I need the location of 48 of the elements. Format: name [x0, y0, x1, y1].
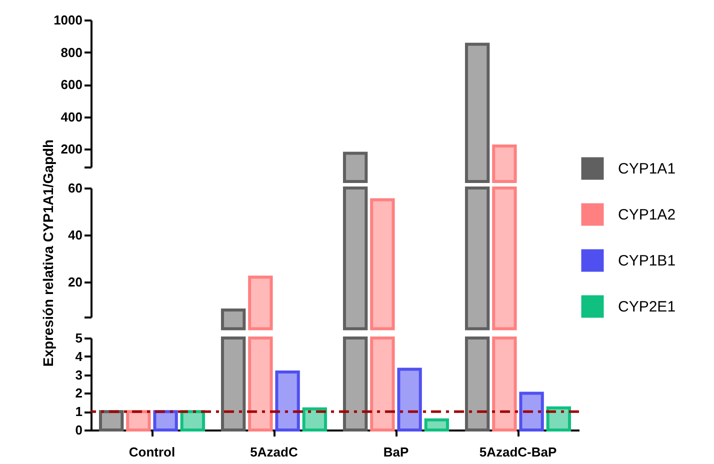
- y-tick-label: 400: [60, 109, 82, 124]
- legend-label: CYP1A2: [618, 206, 676, 224]
- bar: [424, 418, 450, 432]
- legend-label: CYP1A1: [618, 160, 676, 178]
- bar: [464, 186, 490, 330]
- y-axis-title: Expresión relativa CYP1A1/Gapdh: [40, 139, 56, 367]
- y-tick-label: 20: [68, 274, 82, 290]
- bar: [180, 410, 206, 432]
- y-tick-label: 1000: [54, 12, 82, 28]
- bar: [220, 308, 246, 330]
- bar: [397, 368, 422, 432]
- bar: [126, 410, 151, 432]
- y-tick-label: 200: [60, 142, 82, 157]
- bar: [342, 152, 368, 184]
- y-tick-label: 3: [75, 367, 82, 382]
- y-tick-label: 600: [60, 77, 82, 92]
- bar: [464, 336, 490, 432]
- bar: [342, 186, 368, 330]
- bar: [492, 144, 517, 184]
- bar: [275, 370, 300, 432]
- y-tick-label: 5: [75, 330, 82, 346]
- bar: [302, 407, 328, 432]
- bar: [370, 198, 395, 330]
- legend-label: CYP2E1: [618, 298, 676, 316]
- x-tick-label: 5AzadC: [250, 444, 298, 460]
- bar: [519, 392, 544, 432]
- bar: [248, 336, 273, 432]
- legend-label: CYP1B1: [618, 252, 676, 270]
- x-tick-label: BaP: [383, 444, 409, 460]
- x-tick-label: Control: [128, 444, 176, 460]
- y-tick-label: 4: [75, 348, 84, 364]
- bar: [153, 410, 178, 432]
- bar: [546, 406, 572, 432]
- x-tick-label: 5AzadC-BaP: [479, 444, 557, 460]
- bar: [248, 276, 273, 330]
- y-tick-label: 800: [60, 44, 82, 60]
- bar: [492, 336, 517, 432]
- y-tick-label: 0: [75, 422, 82, 438]
- bar: [342, 336, 368, 432]
- y-tick-label: 40: [68, 227, 82, 242]
- bar: [220, 336, 246, 432]
- bar: [464, 42, 490, 184]
- bar: [98, 410, 124, 432]
- y-tick-label: 60: [68, 180, 82, 196]
- y-tick-label: 2: [75, 386, 82, 401]
- bar: [370, 336, 395, 432]
- bar: [492, 186, 517, 330]
- y-tick-label: 1: [75, 404, 82, 420]
